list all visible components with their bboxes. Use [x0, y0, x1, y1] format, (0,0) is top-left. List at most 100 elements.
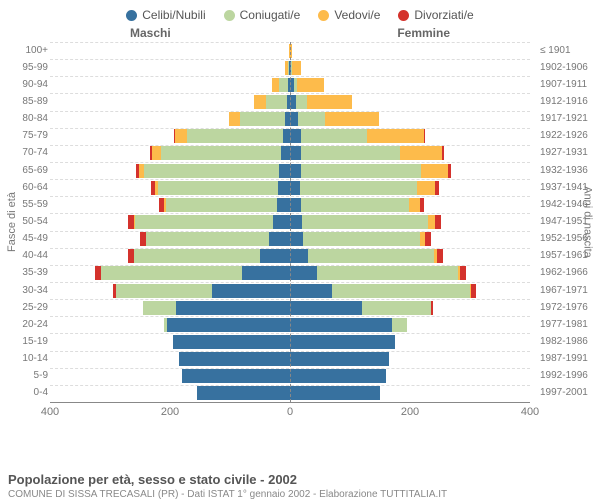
seg-married: [158, 181, 278, 195]
seg-single: [290, 249, 308, 263]
bar-female: [290, 352, 530, 366]
seg-single: [278, 181, 290, 195]
seg-divorced: [431, 301, 433, 315]
seg-married: [116, 284, 212, 298]
bar-male: [50, 61, 290, 75]
y-tick-right: 1922-1926: [540, 131, 600, 141]
seg-widow: [409, 198, 420, 212]
y-tick-left: 65-69: [0, 166, 48, 176]
seg-single: [212, 284, 290, 298]
y-tick-right: 1967-1971: [540, 286, 600, 296]
y-tick-left: 85-89: [0, 97, 48, 107]
seg-divorced: [435, 181, 439, 195]
seg-divorced: [437, 249, 443, 263]
seg-single: [290, 146, 301, 160]
seg-married: [317, 266, 458, 280]
legend-label: Vedovi/e: [334, 8, 380, 22]
seg-divorced: [442, 146, 444, 160]
bar-female: [290, 386, 530, 400]
y-tick-left: 75-79: [0, 131, 48, 141]
bar-male: [50, 164, 290, 178]
bar-female: [290, 301, 530, 315]
seg-single: [283, 129, 290, 143]
bar-female: [290, 232, 530, 246]
y-tick-left: 35-39: [0, 268, 48, 278]
seg-widow: [254, 95, 266, 109]
y-tick-right: 1992-1996: [540, 371, 600, 381]
bar-female: [290, 44, 530, 58]
seg-single: [290, 318, 392, 332]
bar-male: [50, 44, 290, 58]
y-tick-left: 0-4: [0, 388, 48, 398]
seg-married: [303, 232, 420, 246]
y-tick-right: 1982-1986: [540, 337, 600, 347]
bar-female: [290, 78, 530, 92]
legend-item: Coniugati/e: [224, 8, 301, 22]
y-tick-right: 1972-1976: [540, 303, 600, 313]
bar-male: [50, 198, 290, 212]
seg-married: [143, 301, 176, 315]
seg-widow: [421, 164, 448, 178]
seg-married: [301, 129, 367, 143]
seg-widow: [400, 146, 442, 160]
seg-single: [173, 335, 290, 349]
y-tick-right: 1937-1941: [540, 183, 600, 193]
seg-married: [161, 146, 281, 160]
legend-label: Divorziati/e: [414, 8, 473, 22]
y-tick-left: 40-44: [0, 251, 48, 261]
y-tick-left: 60-64: [0, 183, 48, 193]
seg-married: [298, 112, 325, 126]
seg-single: [260, 249, 290, 263]
y-tick-left: 50-54: [0, 217, 48, 227]
x-tick: 400: [41, 406, 59, 418]
seg-single: [290, 284, 332, 298]
y-tick-right: 1987-1991: [540, 354, 600, 364]
seg-single: [290, 129, 301, 143]
bar-male: [50, 232, 290, 246]
bar-male: [50, 318, 290, 332]
y-tick-right: 1942-1946: [540, 200, 600, 210]
y-tick-left: 100+: [0, 46, 48, 56]
bar-female: [290, 61, 530, 75]
x-tick: 0: [287, 406, 293, 418]
legend-swatch: [318, 10, 329, 21]
seg-single: [197, 386, 290, 400]
seg-single: [290, 301, 362, 315]
bar-male: [50, 301, 290, 315]
y-tick-right: 1902-1906: [540, 63, 600, 73]
centerline: [290, 42, 291, 402]
seg-single: [290, 164, 301, 178]
y-tick-right: 1917-1921: [540, 114, 600, 124]
bar-female: [290, 215, 530, 229]
y-tick-right: 1952-1956: [540, 234, 600, 244]
bar-female: [290, 335, 530, 349]
seg-married: [266, 95, 287, 109]
seg-married: [134, 249, 260, 263]
seg-widow: [417, 181, 435, 195]
seg-widow: [229, 112, 240, 126]
y-tick-left: 95-99: [0, 63, 48, 73]
seg-single: [279, 164, 290, 178]
seg-married: [144, 164, 279, 178]
bar-female: [290, 249, 530, 263]
bar-male: [50, 181, 290, 195]
seg-married: [240, 112, 285, 126]
seg-widow: [325, 112, 379, 126]
seg-single: [290, 335, 395, 349]
seg-married: [187, 129, 283, 143]
seg-widow: [428, 215, 435, 229]
bar-female: [290, 129, 530, 143]
seg-married: [302, 215, 428, 229]
footer: Popolazione per età, sesso e stato civil…: [8, 472, 592, 500]
bar-male: [50, 78, 290, 92]
seg-married: [279, 78, 288, 92]
bar-male: [50, 266, 290, 280]
bar-male: [50, 129, 290, 143]
bar-female: [290, 318, 530, 332]
seg-married: [308, 249, 434, 263]
seg-married: [332, 284, 470, 298]
seg-married: [166, 198, 277, 212]
x-axis: 4002000200400: [50, 402, 530, 422]
legend-swatch: [126, 10, 137, 21]
y-tick-left: 45-49: [0, 234, 48, 244]
